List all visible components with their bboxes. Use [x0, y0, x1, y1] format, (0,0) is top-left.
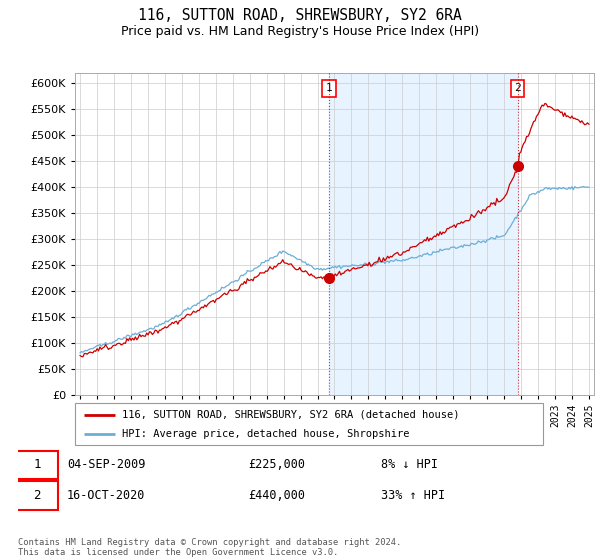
Text: 1: 1: [33, 458, 41, 472]
Text: £225,000: £225,000: [248, 458, 305, 472]
FancyBboxPatch shape: [15, 451, 58, 479]
Text: 116, SUTTON ROAD, SHREWSBURY, SY2 6RA: 116, SUTTON ROAD, SHREWSBURY, SY2 6RA: [138, 8, 462, 24]
Text: 2: 2: [514, 83, 521, 94]
Text: 2: 2: [33, 489, 41, 502]
Text: 33% ↑ HPI: 33% ↑ HPI: [381, 489, 445, 502]
Bar: [329, 73, 518, 395]
Text: 8% ↓ HPI: 8% ↓ HPI: [381, 458, 438, 472]
Text: 16-OCT-2020: 16-OCT-2020: [67, 489, 145, 502]
FancyBboxPatch shape: [15, 482, 58, 510]
Text: 04-SEP-2009: 04-SEP-2009: [67, 458, 145, 472]
Text: 116, SUTTON ROAD, SHREWSBURY, SY2 6RA (detached house): 116, SUTTON ROAD, SHREWSBURY, SY2 6RA (d…: [122, 409, 460, 419]
Text: £440,000: £440,000: [248, 489, 305, 502]
Text: Contains HM Land Registry data © Crown copyright and database right 2024.
This d: Contains HM Land Registry data © Crown c…: [18, 538, 401, 557]
Text: 1: 1: [326, 83, 332, 94]
Text: Price paid vs. HM Land Registry's House Price Index (HPI): Price paid vs. HM Land Registry's House …: [121, 25, 479, 38]
Text: HPI: Average price, detached house, Shropshire: HPI: Average price, detached house, Shro…: [122, 429, 409, 439]
FancyBboxPatch shape: [75, 403, 543, 445]
